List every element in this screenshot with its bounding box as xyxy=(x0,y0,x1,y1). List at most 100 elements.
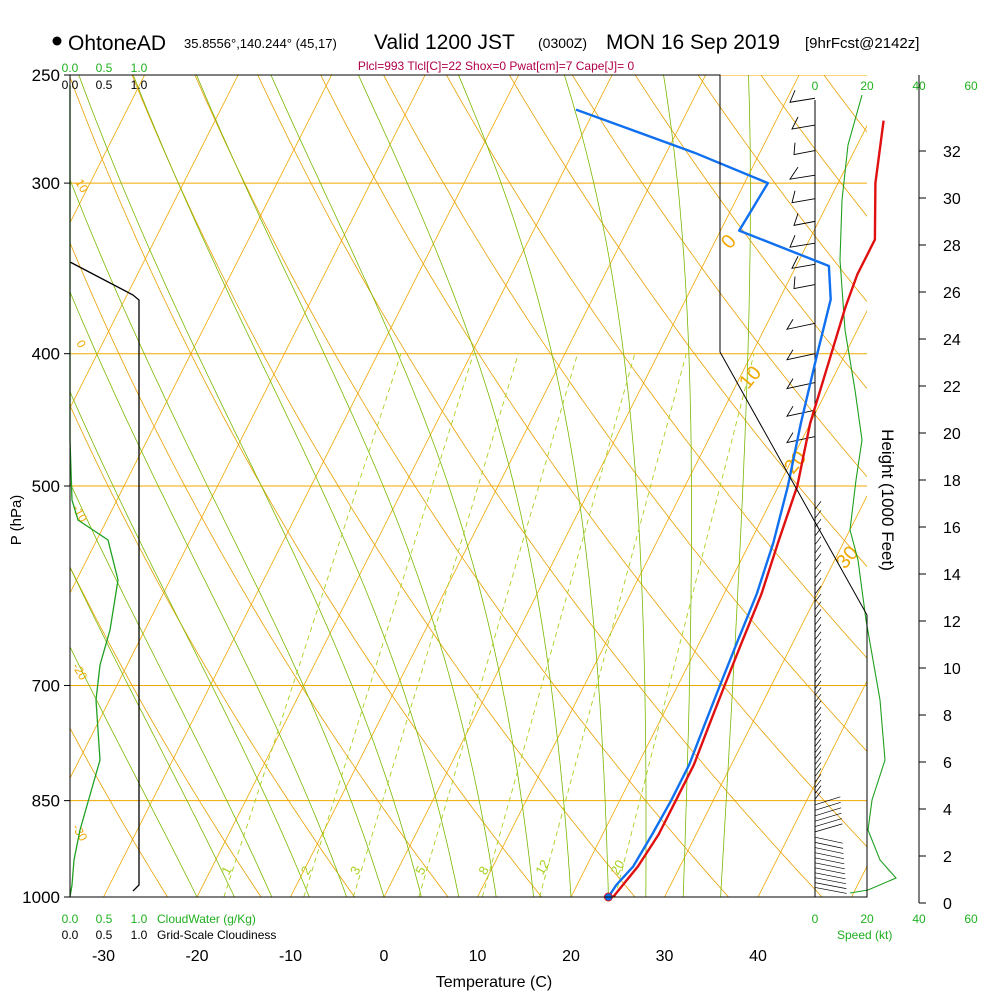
temperature-tick-label: -30 xyxy=(92,948,115,965)
wind-barb xyxy=(814,732,822,741)
mixing-ratio-label: 8 xyxy=(475,863,492,877)
wind-barb xyxy=(814,750,822,759)
wind-barb xyxy=(814,553,822,562)
valid-time: Valid 1200 JST xyxy=(374,31,515,54)
pressure-tick-label: 400 xyxy=(32,345,60,364)
valid-time-z: (0300Z) xyxy=(538,35,587,51)
wind-speed-scale-bottom: 0 xyxy=(812,912,819,926)
cloudiness-scale-bottom: 0.0 xyxy=(62,928,79,942)
mixing-ratio-label: 5 xyxy=(412,863,429,877)
cloud-water-scale-bottom: 0.5 xyxy=(96,912,113,926)
x-axis-label: Temperature (C) xyxy=(436,974,552,991)
moist-adiabat-line xyxy=(70,481,273,897)
cloud-water-label: CloudWater (g/Kg) xyxy=(157,912,256,926)
wind-barb xyxy=(791,190,816,204)
height-tick-label: 30 xyxy=(943,191,961,208)
temperature-tick-label: 0 xyxy=(380,948,389,965)
wind-barb xyxy=(814,774,822,783)
moist-adiabat-line xyxy=(458,75,609,897)
wind-barb xyxy=(814,812,842,822)
wind-barb xyxy=(814,762,822,771)
height-tick-label: 12 xyxy=(943,614,961,631)
height-tick-label: 24 xyxy=(943,332,961,349)
adiabat-label: 0 xyxy=(717,231,741,254)
wind-speed-scale-bottom: 20 xyxy=(860,912,874,926)
height-tick-label: 8 xyxy=(943,708,952,725)
valid-date: MON 16 Sep 2019 xyxy=(606,31,780,54)
pressure-tick-label: 850 xyxy=(32,792,60,811)
isotherm-line xyxy=(196,75,613,897)
wind-speed-label: Speed (kt) xyxy=(837,928,892,942)
cloudiness-scale-bottom: 0.5 xyxy=(96,928,113,942)
isotherm-line xyxy=(70,75,145,224)
wind-barb xyxy=(814,807,842,817)
wind-barb xyxy=(814,836,843,844)
mixing-ratio-label: 3 xyxy=(347,863,364,877)
wind-barb xyxy=(814,680,822,690)
station-name: OhtoneAD xyxy=(68,32,166,55)
isotherm-line xyxy=(70,75,426,780)
wind-speed-scale-top: 0 xyxy=(812,79,819,93)
mixing-ratio-line xyxy=(223,353,402,897)
wind-barb xyxy=(814,624,822,633)
wind-barb xyxy=(814,601,822,610)
height-tick-label: 28 xyxy=(943,238,961,255)
dry-adiabat-line xyxy=(257,75,823,897)
height-tick-label: 0 xyxy=(943,896,952,913)
moist-adiabat-line xyxy=(78,75,422,897)
mixing-ratio-label: 1 xyxy=(218,863,235,877)
isotherm-line xyxy=(383,75,800,897)
height-tick-label: 32 xyxy=(943,144,961,161)
height-tick-label: 4 xyxy=(943,802,952,819)
wind-barb xyxy=(814,713,822,722)
wind-barb xyxy=(814,779,822,789)
dry-adiabat-line xyxy=(70,566,262,897)
height-tick-label: 18 xyxy=(943,473,961,490)
cloud-water-scale-top: 0.0 xyxy=(62,61,79,75)
wind-barb xyxy=(814,882,847,889)
isotherm-line xyxy=(757,680,867,897)
moist-adiabat-line xyxy=(663,75,692,897)
moist-adiabat-line xyxy=(132,75,460,897)
wind-barb xyxy=(814,667,822,676)
mixing-ratio-label: 12 xyxy=(532,857,552,877)
cloudiness-label: Grid-Scale Cloudiness xyxy=(157,928,276,942)
moist-adiabat-line xyxy=(196,75,497,897)
pressure-tick-label: 300 xyxy=(32,174,60,193)
mixing-ratio-line xyxy=(352,353,519,897)
wind-barb xyxy=(814,527,822,537)
dry-adiabat-line xyxy=(70,76,542,897)
wind-barb xyxy=(814,872,846,880)
cloud-water-scale-top: 0.5 xyxy=(96,61,113,75)
isotherm-line xyxy=(290,75,706,897)
wind-barb xyxy=(814,862,845,870)
dry-adiabat-line xyxy=(571,75,867,478)
adiabat-label: 30 xyxy=(832,542,863,573)
temperature-tick-label: 40 xyxy=(749,948,767,965)
wind-barb xyxy=(814,577,822,587)
moist-adiabat-line xyxy=(70,646,198,897)
wind-barb xyxy=(814,823,843,833)
wind-barb xyxy=(814,638,822,648)
temperature-tick-label: 30 xyxy=(656,948,674,965)
wind-barb xyxy=(786,378,816,390)
dry-adiabat-line xyxy=(634,75,867,390)
wind-barb xyxy=(814,673,822,683)
wind-speed-scale-top: 60 xyxy=(964,79,978,93)
height-tick-label: 2 xyxy=(943,849,952,866)
wind-barb xyxy=(814,561,822,571)
temperature-tick-label: 10 xyxy=(469,948,487,965)
wind-barb xyxy=(793,142,816,156)
pressure-tick-label: 700 xyxy=(32,677,60,696)
wind-barb xyxy=(814,867,846,875)
isotherm-label: 0 xyxy=(73,338,89,351)
temperature-tick-label: -10 xyxy=(279,948,302,965)
wind-barb xyxy=(814,519,822,528)
wind-barb xyxy=(786,349,816,361)
moist-adiabat-line xyxy=(358,75,572,897)
dewpoint-profile xyxy=(575,108,832,898)
dry-adiabat-line xyxy=(70,727,168,897)
